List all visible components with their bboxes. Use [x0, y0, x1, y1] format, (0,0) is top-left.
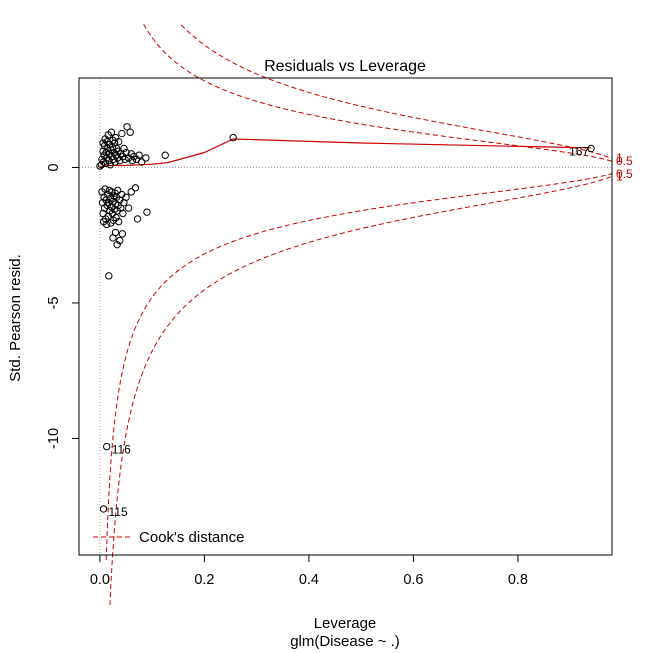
data-point: [112, 213, 120, 222]
data-point: [111, 158, 119, 166]
cooks-contour: [180, 24, 613, 160]
point-label: 115: [109, 505, 128, 519]
data-point: [161, 151, 169, 159]
data-point: [119, 209, 127, 218]
y-tick-label: -5: [46, 296, 62, 309]
data-points: [96, 123, 595, 513]
data-point: [143, 208, 151, 216]
point-label: 116: [112, 443, 131, 457]
x-tick-label: 0.6: [403, 572, 423, 588]
data-point: [133, 215, 142, 223]
x-tick-label: 0.4: [299, 572, 319, 588]
chart-title: Residuals vs Leverage: [264, 58, 426, 75]
x-axis-label: Leverage: [314, 615, 377, 632]
legend-label: Cook's distance: [139, 529, 244, 546]
data-point: [138, 158, 146, 166]
data-point: [102, 220, 111, 229]
cooks-contour-label: 1: [616, 170, 623, 184]
data-point: [142, 154, 150, 162]
data-point: [113, 240, 121, 249]
data-point: [229, 133, 237, 142]
point-label: 167: [569, 144, 589, 158]
data-point: [122, 193, 130, 201]
data-point: [123, 123, 131, 131]
data-point: [121, 155, 129, 164]
point-labels: 167 116 115: [109, 144, 590, 518]
data-point: [115, 137, 123, 146]
legend: Cook's distance: [93, 529, 244, 546]
data-point: [116, 236, 124, 245]
cooks-contour-label: 1: [616, 151, 623, 165]
data-point: [135, 151, 143, 159]
x-tick-label: 0.2: [194, 572, 214, 588]
cooks-contour: [105, 173, 613, 561]
data-point: [96, 162, 104, 170]
data-point: [126, 128, 134, 136]
x-tick-label: 0.0: [90, 572, 110, 588]
data-point: [105, 272, 113, 280]
data-point: [115, 217, 123, 226]
smooth-line: [99, 138, 592, 168]
y-tick-label: -10: [46, 428, 62, 449]
data-point: [99, 505, 108, 513]
smooth-line-path: [99, 138, 592, 168]
data-point: [128, 156, 137, 165]
data-point: [124, 204, 133, 212]
plot-frame: [78, 77, 613, 556]
cooks-contour-label: 0.5: [616, 154, 633, 168]
data-point: [120, 144, 128, 153]
data-point: [102, 442, 111, 451]
data-point: [118, 129, 126, 138]
cooks-contour: [109, 175, 613, 606]
data-point: [127, 188, 135, 196]
x-tick-label: 0.8: [508, 572, 528, 588]
x-axis: 0.0 0.2 0.4 0.6 0.8: [90, 554, 528, 588]
data-point: [111, 228, 120, 237]
y-axis: -10 -5 0: [46, 163, 80, 449]
reference-lines: [79, 78, 612, 555]
cooks-distance-contours: 0.50.511: [105, 24, 633, 606]
data-point: [131, 184, 140, 192]
x-axis-sublabel: glm(Disease ~ .): [290, 633, 400, 650]
data-point: [118, 230, 127, 238]
data-point: [107, 128, 116, 136]
data-point: [113, 186, 122, 195]
cooks-contour-label: 0.5: [616, 167, 633, 181]
cooks-contour: [143, 24, 613, 162]
data-point: [105, 198, 113, 207]
y-axis-label: Std. Pearson resid.: [7, 254, 24, 382]
y-tick-label: 0: [46, 163, 62, 171]
data-point: [587, 144, 595, 153]
